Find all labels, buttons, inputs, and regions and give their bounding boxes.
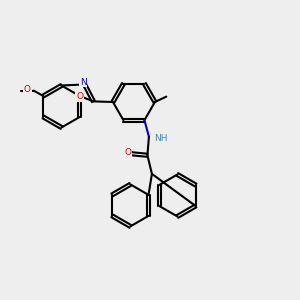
Text: O: O	[124, 148, 131, 157]
Text: O: O	[24, 85, 31, 94]
Text: NH: NH	[154, 134, 168, 143]
Text: N: N	[80, 77, 86, 86]
Text: O: O	[76, 92, 83, 101]
